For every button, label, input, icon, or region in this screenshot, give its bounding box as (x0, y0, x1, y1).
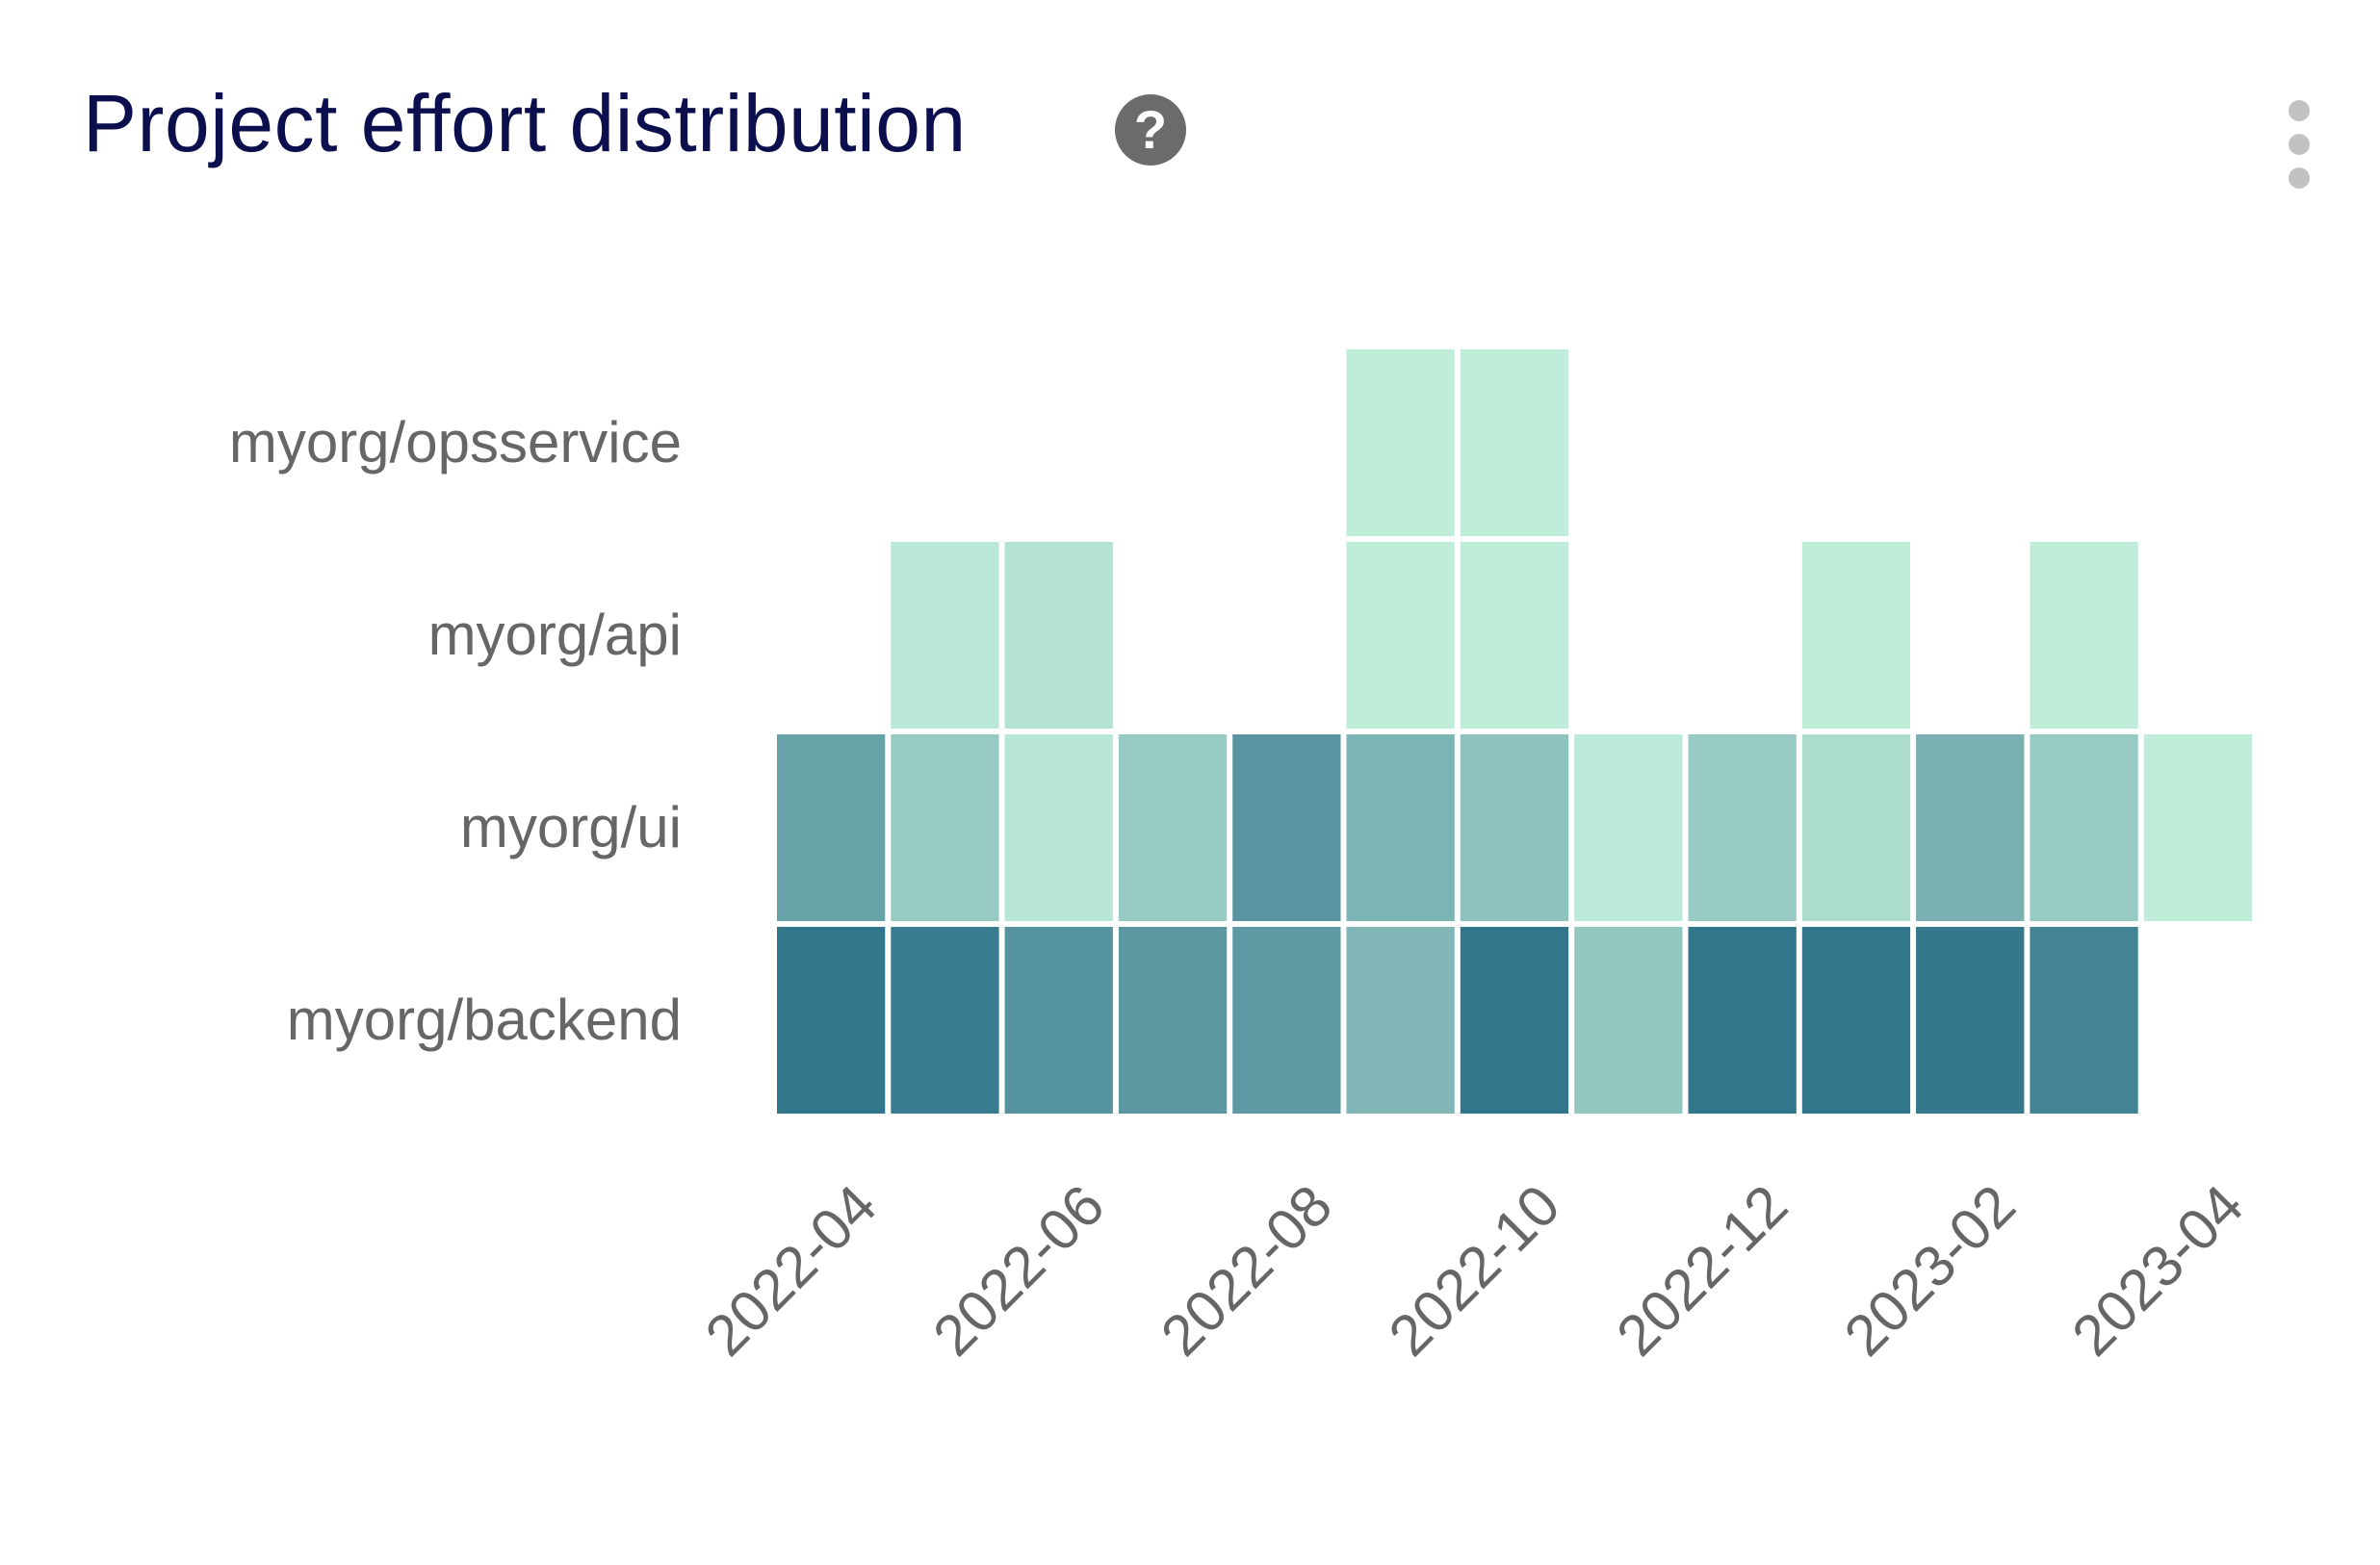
heatmap-cell-myorg-backend-2023-02[interactable] (1916, 927, 2025, 1114)
heatmap-cell-myorg-backend-2022-06[interactable] (1004, 927, 1113, 1114)
y-tick-label: myorg/backend (287, 988, 682, 1052)
kebab-dot (2289, 167, 2310, 189)
heatmap-cell-myorg-backend-2023-03[interactable] (2030, 927, 2138, 1114)
heatmap-cell-myorg-api-2022-09[interactable] (1346, 542, 1455, 729)
y-tick-label: myorg/opsservice (229, 410, 682, 475)
heatmap-cell-myorg-api-2023-01[interactable] (1801, 542, 1911, 729)
heatmap-cell-myorg-ui-2022-10[interactable] (1460, 734, 1569, 921)
heatmap-cell-myorg-ui-2022-12[interactable] (1688, 734, 1797, 921)
heatmap-cell-myorg-ui-2022-07[interactable] (1118, 734, 1228, 921)
kebab-dot (2289, 100, 2310, 121)
heatmap-cell-myorg-ui-2022-05[interactable] (891, 734, 999, 921)
heatmap-cell-myorg-ui-2023-01[interactable] (1801, 734, 1911, 921)
heatmap-cell-myorg-ui-2023-04[interactable] (2143, 734, 2252, 921)
heatmap-cell-myorg-backend-2023-01[interactable] (1801, 927, 1911, 1114)
heatmap-cell-myorg-ui-2023-03[interactable] (2030, 734, 2138, 921)
heatmap-cell-myorg-api-2022-05[interactable] (891, 542, 999, 729)
heatmap-cell-myorg-backend-2022-11[interactable] (1574, 927, 1683, 1114)
help-icon[interactable]: ? (1115, 94, 1186, 166)
x-tick-label: 2022-10 (1377, 1172, 1572, 1368)
heatmap-cell-myorg-api-2022-06[interactable] (1004, 542, 1113, 729)
more-options-icon[interactable] (2282, 100, 2316, 189)
heatmap-cell-myorg-opsservice-2022-09[interactable] (1346, 349, 1455, 536)
x-tick-label: 2022-06 (920, 1172, 1116, 1368)
x-tick-label: 2022-08 (1149, 1172, 1344, 1368)
heatmap-cell-myorg-opsservice-2022-10[interactable] (1460, 349, 1569, 536)
x-tick-label: 2022-12 (1604, 1172, 1799, 1368)
y-tick-label: myorg/api (428, 603, 682, 667)
heatmap-cell-myorg-backend-2022-07[interactable] (1118, 927, 1228, 1114)
heatmap-cell-myorg-ui-2022-08[interactable] (1232, 734, 1341, 921)
heatmap-cell-myorg-api-2023-03[interactable] (2030, 542, 2138, 729)
heatmap-cell-myorg-backend-2022-09[interactable] (1346, 927, 1455, 1114)
x-tick-label: 2022-04 (693, 1172, 889, 1368)
y-tick-label: myorg/ui (460, 795, 682, 859)
x-tick-label: 2023-04 (2059, 1172, 2255, 1368)
heatmap-cell-myorg-backend-2022-05[interactable] (891, 927, 999, 1114)
chart-title: Project effort distribution (83, 78, 967, 168)
heatmap-cell-myorg-ui-2023-02[interactable] (1916, 734, 2025, 921)
heatmap-cell-myorg-ui-2022-09[interactable] (1346, 734, 1455, 921)
heatmap-cell-myorg-api-2022-10[interactable] (1460, 542, 1569, 729)
heatmap-cell-myorg-ui-2022-06[interactable] (1004, 734, 1113, 921)
x-tick-label: 2023-02 (1832, 1172, 2028, 1368)
heatmap-cell-myorg-ui-2022-11[interactable] (1574, 734, 1683, 921)
heatmap-cell-myorg-backend-2022-12[interactable] (1688, 927, 1797, 1114)
heatmap-cell-myorg-backend-2022-10[interactable] (1460, 927, 1569, 1114)
heatmap-cell-myorg-backend-2022-04[interactable] (777, 927, 886, 1114)
heatmap-cell-myorg-ui-2022-04[interactable] (777, 734, 886, 921)
heatmap-cell-myorg-backend-2022-08[interactable] (1232, 927, 1341, 1114)
kebab-dot (2289, 134, 2310, 155)
